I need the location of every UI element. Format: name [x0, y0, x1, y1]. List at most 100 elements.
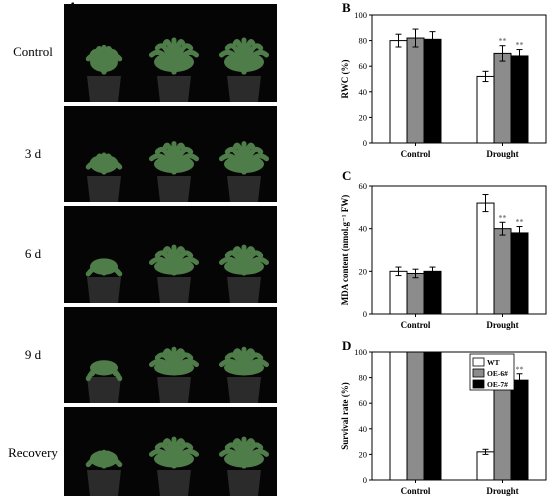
- bar-oe6: [406, 351, 425, 481]
- legend-swatch-oe7: [472, 379, 485, 389]
- pot: [87, 176, 121, 202]
- bar-wt: [389, 351, 408, 481]
- y-tick-label: 0: [363, 138, 367, 148]
- plant-foliage: [85, 152, 123, 175]
- y-axis-label: RWC (%): [340, 60, 350, 99]
- plant-photo: [64, 307, 277, 403]
- bar-oe6: [406, 272, 425, 315]
- x-category-label: Drought: [486, 320, 518, 330]
- panel-letter: C: [342, 168, 351, 183]
- y-tick-label: 100: [354, 347, 367, 357]
- chart-panel-c: C 0 20 40 60 MDA content (nmol.g⁻¹ FW) Control…: [330, 168, 550, 338]
- plant-photo: [64, 4, 277, 102]
- y-tick-label: 40: [359, 87, 368, 97]
- plant-foliage: [218, 141, 270, 175]
- plot-frame: [371, 185, 547, 315]
- plant-foliage: [148, 244, 200, 276]
- significance-mark: **: [499, 37, 507, 46]
- bar-oe7: [510, 379, 529, 481]
- plant-foliage: [85, 449, 123, 469]
- row-label: Control: [13, 44, 53, 59]
- pot: [227, 470, 261, 496]
- x-category-label: Control: [401, 486, 431, 496]
- bar-chart: D 0 20 40 60 80 100 Survival rate (%) Control Dro…: [340, 338, 547, 496]
- pot: [87, 377, 121, 403]
- plant-foliage: [148, 141, 200, 175]
- bar-oe7: [510, 232, 529, 315]
- significance-mark: **: [499, 213, 507, 222]
- bar-wt: [389, 270, 408, 315]
- significance-mark: **: [516, 365, 524, 374]
- y-tick-label: 0: [363, 309, 367, 319]
- bar-oe6: [493, 52, 512, 144]
- y-tick-label: 80: [359, 36, 368, 46]
- y-tick-label: 40: [359, 224, 368, 234]
- y-tick-label: 60: [359, 181, 368, 191]
- y-axis-label: MDA content (nmol.g⁻¹ FW): [340, 195, 350, 305]
- pot: [157, 176, 191, 202]
- row-label: 6 d: [24, 246, 42, 261]
- plot-frame: [371, 14, 547, 144]
- pot: [227, 377, 261, 403]
- plant-foliage: [148, 37, 200, 75]
- legend-swatch-oe6: [472, 368, 485, 378]
- bar-chart: C 0 20 40 60 MDA content (nmol.g⁻¹ FW) Control…: [340, 168, 547, 330]
- bar-chart: B 0 20 40 60 80 100 RWC (%) Control Drought ** **: [340, 0, 547, 159]
- x-category-label: Control: [401, 149, 431, 159]
- pot: [157, 470, 191, 496]
- plant-foliage: [148, 346, 200, 376]
- pot: [227, 176, 261, 202]
- y-tick-label: 60: [359, 398, 368, 408]
- bar-oe7: [423, 351, 442, 481]
- plant-foliage: [218, 244, 270, 276]
- row-label: 3 d: [24, 146, 42, 161]
- bar-wt: [389, 40, 408, 144]
- plant-foliage: [85, 360, 123, 382]
- row-label: Recovery: [8, 445, 58, 460]
- y-tick-label: 80: [359, 373, 368, 383]
- x-category-label: Drought: [486, 486, 518, 496]
- bar-wt: [476, 75, 495, 144]
- pot: [87, 76, 121, 102]
- bar-oe6: [406, 37, 425, 144]
- bar-wt: [476, 451, 495, 481]
- plot-frame: [371, 351, 547, 481]
- significance-mark: **: [516, 218, 524, 227]
- bar-oe7: [510, 55, 529, 144]
- plant-foliage: [218, 346, 270, 376]
- plant-foliage: [218, 436, 270, 469]
- plant-photo: [64, 206, 277, 303]
- significance-mark: **: [516, 41, 524, 50]
- y-tick-label: 20: [359, 112, 368, 122]
- bar-oe6: [493, 228, 512, 315]
- plant-foliage: [218, 37, 270, 75]
- pot: [157, 76, 191, 102]
- y-tick-label: 20: [359, 449, 368, 459]
- row-label: 9 d: [24, 347, 42, 362]
- chart-panel-d: D 0 20 40 60 80 100 Survival rate (%) Control Dro…: [330, 338, 550, 504]
- panel-letter: D: [342, 338, 351, 353]
- legend-label: OE-7#: [487, 380, 508, 389]
- pot: [157, 377, 191, 403]
- plant-foliage: [85, 258, 123, 277]
- y-tick-label: 0: [363, 475, 367, 485]
- pot: [87, 277, 121, 303]
- legend-label: OE-6#: [487, 369, 508, 378]
- bar-oe7: [423, 270, 442, 315]
- plant-foliage: [85, 44, 123, 75]
- bar-oe7: [423, 38, 442, 144]
- y-tick-label: 40: [359, 424, 368, 434]
- pot: [157, 277, 191, 303]
- x-category-label: Drought: [486, 149, 518, 159]
- x-category-label: Control: [401, 320, 431, 330]
- legend-label: WT: [487, 358, 500, 367]
- bar-oe6: [493, 377, 512, 481]
- plant-photo: [64, 407, 277, 496]
- y-tick-label: 60: [359, 61, 368, 71]
- pot: [227, 277, 261, 303]
- legend-swatch-wt: [472, 357, 485, 367]
- panel-letter: B: [342, 0, 351, 15]
- y-tick-label: 20: [359, 266, 368, 276]
- chart-panel-b: B 0 20 40 60 80 100 RWC (%) Control Drought ** **: [330, 0, 550, 167]
- y-axis-label: Survival rate (%): [340, 382, 350, 450]
